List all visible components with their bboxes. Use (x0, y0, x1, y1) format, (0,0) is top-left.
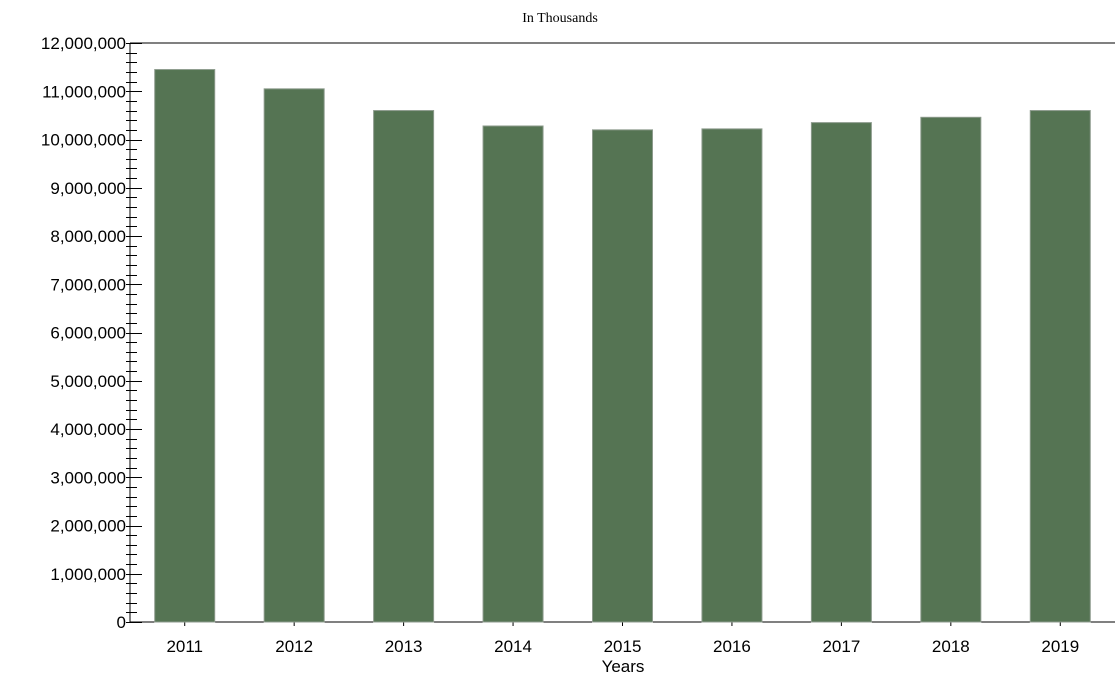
y-tick-label: 4,000,000 (50, 420, 126, 439)
y-tick-label: 3,000,000 (50, 468, 126, 487)
y-tick-label: 11,000,000 (42, 82, 126, 101)
y-tick-label: 5,000,000 (50, 372, 126, 391)
y-tick-label: 6,000,000 (50, 324, 126, 343)
x-tick-label: 2014 (494, 637, 532, 656)
x-tick-label: 2013 (385, 637, 423, 656)
bar-2019 (1029, 110, 1091, 623)
x-tick-label: 2018 (932, 637, 970, 656)
chart-title: In Thousands (522, 11, 598, 26)
bars (154, 69, 1091, 623)
x-tick-label: 2011 (166, 637, 203, 656)
x-tick-label: 2016 (713, 637, 751, 656)
bar-2016 (701, 128, 763, 623)
x-axis-label: Years (602, 657, 645, 676)
bar-2014 (482, 125, 544, 623)
y-tick-label: 0 (117, 613, 126, 632)
y-axis: 0 1,000,000 2,000,000 3,000,000 4,000,000 5,0… (41, 34, 1115, 632)
y-tick-label: 9,000,000 (50, 179, 126, 198)
x-tick-label: 2015 (604, 637, 642, 656)
y-tick-label: 12,000,000 (41, 34, 126, 53)
y-tick-label: 7,000,000 (50, 275, 126, 294)
x-tick-label: 2019 (1041, 637, 1079, 656)
x-tick-label: 2012 (275, 637, 313, 656)
bar-2011 (154, 69, 216, 623)
bar-2017 (810, 122, 872, 623)
bar-2015 (592, 129, 653, 623)
y-tick-label: 10,000,000 (41, 131, 126, 150)
bar-2018 (920, 116, 982, 623)
y-tick-label: 8,000,000 (50, 227, 126, 246)
y-tick-label: 1,000,000 (50, 565, 126, 584)
bar-2013 (373, 110, 435, 623)
bar-2012 (263, 88, 325, 623)
y-tick-label: 2,000,000 (50, 517, 126, 536)
x-tick-label: 2017 (822, 637, 860, 656)
